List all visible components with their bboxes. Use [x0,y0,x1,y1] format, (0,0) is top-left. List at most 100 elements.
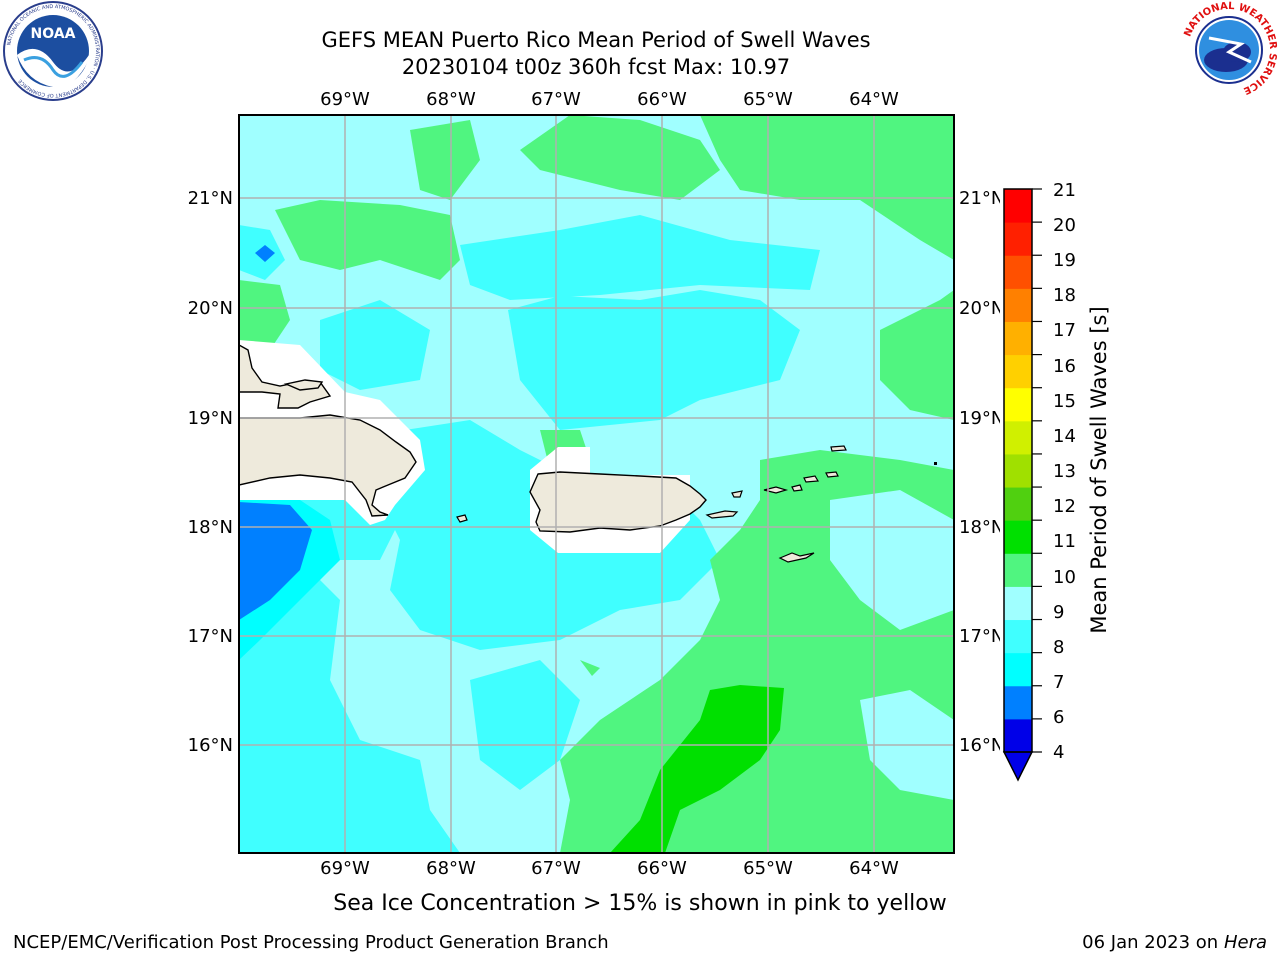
colorbar-band [1004,685,1032,720]
chart-title: GEFS MEAN Puerto Rico Mean Period of Swe… [321,28,871,52]
field-9-10-top-right [700,115,954,260]
colorbar-tick-label: 18 [1053,285,1076,306]
field-9-10-right [880,290,954,420]
chart-subtitle: 20230104 t00z 360h fcst Max: 10.97 [401,55,791,79]
gridlines [239,115,954,853]
colorbar-band [1004,189,1032,223]
colorbar-band [1004,652,1032,687]
colorbar-band [1004,321,1032,356]
lat-label-left: 17°N [188,626,233,647]
island-culebra [731,490,743,498]
lat-label-right: 18°N [959,517,1004,538]
colorbar-tick-label: 16 [1053,356,1076,377]
field-8-9-east-pocket [830,490,954,630]
colorbar-band [1004,487,1032,521]
island-anegada [830,445,847,452]
colorbar-tick-label: 13 [1053,461,1076,482]
island-vieques [705,510,739,519]
lon-label-bottom: 65°W [743,858,793,879]
colorbar-band [1004,718,1032,753]
colorbar-band [1004,553,1032,587]
colorbar-tick-label: 4 [1053,742,1064,763]
colorbar-ticks: 21 20 19 18 17 16 15 14 13 12 11 10 9 8 … [1053,180,1076,763]
field-10-11 [610,685,784,853]
swell-period-field [239,115,954,853]
field-9-10-sw-small [580,660,600,676]
land-hispaniola-north-peninsula [283,379,324,391]
island-st-croix [778,552,815,563]
lon-label-top: 65°W [743,89,793,110]
lon-label-top: 69°W [320,89,370,110]
field-4-6-nw-spot [255,245,275,262]
lat-label-left: 16°N [188,735,233,756]
lat-label-left: 18°N [188,517,233,538]
lon-label-bottom: 66°W [637,858,687,879]
island-anguilla-dot [934,462,937,465]
colorbar-extend-arrow [1002,751,1034,782]
lat-label-right: 19°N [959,408,1004,429]
colorbar-band [1004,387,1032,422]
lat-label-left: 21°N [188,188,233,209]
noaa-logo-text: NOAA [31,26,76,42]
lon-label-top: 68°W [426,89,476,110]
field-9-10-left-edge [239,280,290,350]
colorbar-tick-label: 6 [1053,707,1064,728]
island-st-john [791,484,803,492]
lat-label-left: 19°N [188,408,233,429]
colorbar-band [1004,255,1032,289]
lat-label-right: 16°N [959,735,1004,756]
colorbar-tick-label: 19 [1053,250,1076,271]
field-9-10-top-mid [520,115,720,200]
field-7-8-central [508,290,800,430]
lon-label-bottom: 67°W [531,858,581,879]
sea-ice-note: Sea Ice Concentration > 15% is shown in … [333,891,947,916]
colorbar: 21 20 19 18 17 16 15 14 13 12 11 10 9 8 … [1000,180,1111,782]
field-7-8-sw [239,560,460,853]
colorbar-band [1004,288,1032,322]
colorbar-band [1004,619,1032,654]
nws-logo: NATIONAL WEATHER SERVICE [1181,1,1278,98]
field-7-8-left [320,300,430,390]
colorbar-band [1004,586,1032,621]
island-virgin-gorda [825,471,839,478]
lat-labels-left: 21°N 20°N 19°N 18°N 17°N 16°N [188,188,233,756]
colorbar-tick-label: 17 [1053,320,1076,341]
lat-label-right: 21°N [959,188,1004,209]
land-hispaniola [239,344,417,517]
lon-labels-top: 69°W 68°W 67°W 66°W 65°W 64°W [320,89,899,110]
colorbar-tick-marks [1032,188,1042,753]
field-4-6-sw [239,502,312,620]
colorbar-frame [1003,188,1033,753]
field-9-10-top-left [275,200,460,280]
colorbar-band [1004,420,1032,455]
field-7-8-s [470,660,580,790]
island-mona [456,514,468,523]
lat-label-right: 20°N [959,298,1004,319]
colorbar-bands [1004,189,1032,753]
colorbar-tick-label: 14 [1053,426,1076,447]
colorbar-band [1004,453,1032,488]
field-7-8-upper [460,215,820,300]
lat-labels-right: 21°N 20°N 19°N 18°N 17°N 16°N [959,188,1004,756]
colorbar-band [1004,222,1032,256]
colorbar-tick-label: 7 [1053,672,1064,693]
colorbar-tick-label: 11 [1053,531,1076,552]
lon-label-bottom: 64°W [849,858,899,879]
colorbar-tick-label: 15 [1053,391,1076,412]
footer-host: Hera [1223,932,1267,953]
colorbar-tick-label: 8 [1053,637,1064,658]
lon-label-top: 66°W [637,89,687,110]
lat-label-left: 20°N [188,298,233,319]
lat-label-right: 17°N [959,626,1004,647]
footer-date-text: 06 Jan 2023 on [1082,932,1219,953]
lon-label-top: 67°W [531,89,581,110]
colorbar-label: Mean Period of Swell Waves [s] [1087,306,1111,633]
map-frame [238,114,955,854]
lon-labels-bottom: 69°W 68°W 67°W 66°W 65°W 64°W [320,858,899,879]
footer-branch: NCEP/EMC/Verification Post Processing Pr… [13,932,609,953]
footer-date: 06 Jan 2023 on Hera [1082,932,1267,954]
island-tortola [803,475,820,483]
lon-label-top: 64°W [849,89,899,110]
colorbar-band [1004,354,1032,389]
